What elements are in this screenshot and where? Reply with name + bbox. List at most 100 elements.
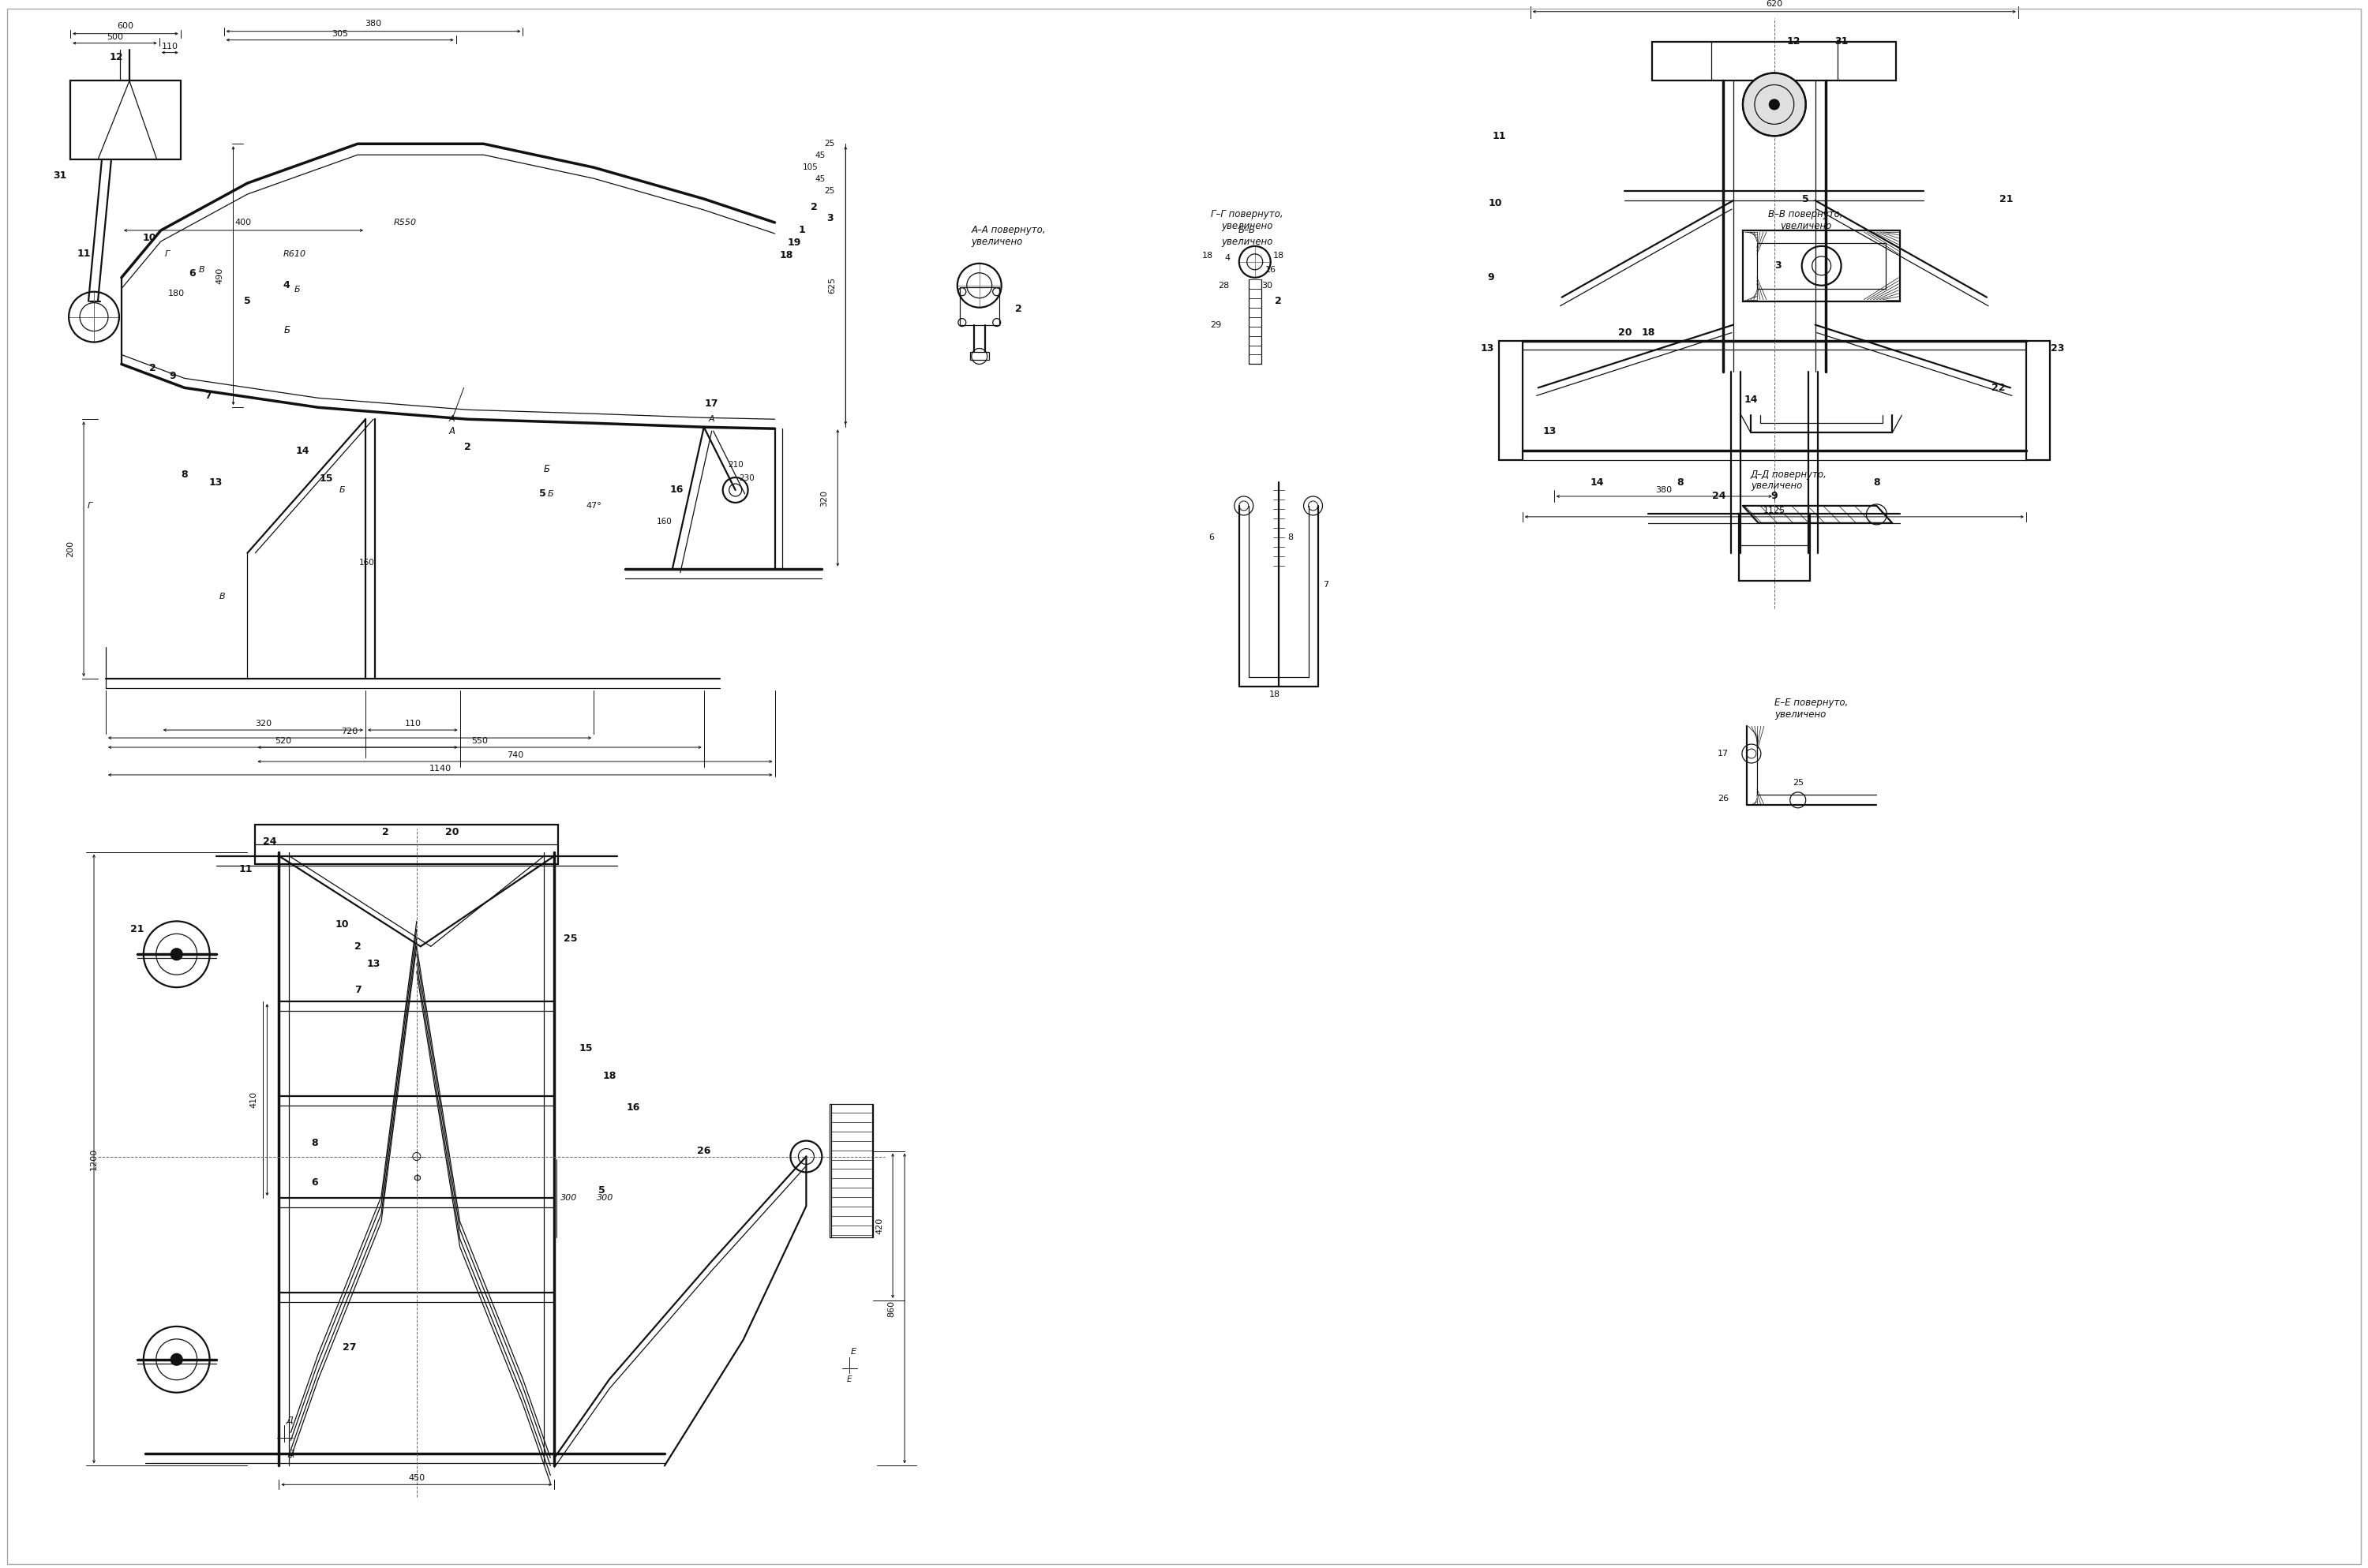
Text: 13: 13 (208, 477, 223, 488)
Text: R550: R550 (393, 218, 417, 226)
Text: 27: 27 (343, 1342, 358, 1353)
Text: 1140: 1140 (429, 765, 452, 773)
Text: 8: 8 (180, 469, 187, 480)
Text: 625: 625 (829, 278, 836, 293)
Text: 200: 200 (66, 541, 73, 557)
Text: 2: 2 (464, 442, 471, 452)
Text: 29: 29 (1210, 321, 1222, 329)
Text: 320: 320 (819, 489, 829, 506)
Text: R610: R610 (284, 249, 305, 257)
Text: В: В (199, 265, 204, 274)
Text: 21: 21 (1999, 194, 2013, 204)
Text: 10: 10 (142, 234, 156, 243)
Text: 3: 3 (826, 213, 834, 224)
Text: 4: 4 (284, 281, 291, 290)
Text: 31: 31 (1835, 36, 1847, 47)
Text: 15: 15 (578, 1044, 592, 1054)
Text: A: A (708, 416, 715, 423)
Text: 22: 22 (1991, 383, 2006, 394)
Text: 30: 30 (1262, 282, 1272, 290)
Text: 8: 8 (1873, 477, 1880, 488)
Text: 380: 380 (1655, 486, 1672, 494)
Text: 28: 28 (1217, 282, 1229, 290)
Text: Б: Б (339, 486, 346, 494)
Text: 380: 380 (365, 19, 381, 27)
Text: 740: 740 (507, 751, 523, 759)
Text: 31: 31 (52, 171, 66, 180)
Text: 180: 180 (168, 290, 185, 298)
Text: 2: 2 (810, 202, 817, 212)
Text: 230: 230 (739, 474, 755, 483)
Text: 4: 4 (1224, 254, 1229, 262)
Text: E: E (850, 1347, 857, 1356)
Text: 18: 18 (779, 251, 793, 260)
Text: 2: 2 (381, 828, 388, 837)
Text: 10: 10 (334, 919, 348, 930)
Text: 1200: 1200 (90, 1148, 97, 1170)
Text: А: А (450, 426, 455, 436)
Text: 305: 305 (332, 30, 348, 38)
Text: Φ: Φ (412, 1173, 422, 1184)
Text: 20: 20 (1617, 328, 1632, 337)
Text: В: В (220, 593, 225, 601)
Text: Д: Д (287, 1450, 294, 1458)
Circle shape (170, 1355, 182, 1366)
Text: 620: 620 (1767, 0, 1783, 8)
Bar (971, 353, 990, 361)
Text: Г–Г повернуто,: Г–Г повернуто, (1210, 210, 1283, 220)
Text: 500: 500 (107, 33, 123, 41)
Text: увеличено: увеличено (1222, 237, 1272, 248)
Text: 26: 26 (1717, 795, 1729, 803)
Text: 320: 320 (256, 720, 272, 728)
Text: 24: 24 (1712, 491, 1726, 502)
Text: увеличено: увеличено (1781, 221, 1830, 232)
Text: 160: 160 (360, 558, 374, 566)
Bar (2027, 340, 2051, 459)
Text: 9: 9 (1771, 491, 1778, 502)
Bar (256, 825, 559, 864)
Text: Е–Е повернуто,: Е–Е повернуто, (1774, 698, 1847, 707)
Text: 25: 25 (1793, 779, 1804, 787)
Text: 2: 2 (1274, 296, 1281, 306)
Text: 16: 16 (670, 485, 684, 495)
Text: 520: 520 (275, 737, 291, 745)
Text: 18: 18 (1203, 251, 1212, 259)
Text: 20: 20 (445, 828, 459, 837)
Text: 18: 18 (1269, 690, 1281, 699)
Text: 6: 6 (189, 268, 197, 279)
Text: E: E (848, 1375, 852, 1383)
Bar (1743, 230, 1899, 301)
Text: 25: 25 (824, 140, 836, 147)
Text: 11: 11 (239, 864, 253, 875)
Text: 19: 19 (789, 238, 800, 248)
Text: 860: 860 (888, 1300, 895, 1317)
Text: 26: 26 (696, 1146, 710, 1156)
Text: 23: 23 (2051, 343, 2065, 353)
Text: Д: Д (287, 1416, 294, 1424)
Text: 10: 10 (1487, 198, 1501, 209)
Text: увеличено: увеличено (1222, 221, 1272, 232)
Text: 410: 410 (249, 1091, 258, 1109)
Text: 9: 9 (1487, 273, 1494, 282)
Text: В–В повернуто,: В–В повернуто, (1769, 210, 1842, 220)
Text: 12: 12 (1788, 36, 1800, 47)
Text: 18: 18 (1641, 328, 1655, 337)
Bar (71, 82, 180, 160)
Text: 2: 2 (1016, 304, 1023, 314)
Bar (1499, 340, 1523, 459)
Text: 17: 17 (1717, 750, 1729, 757)
Text: 16: 16 (625, 1102, 639, 1113)
Text: 24: 24 (263, 837, 277, 847)
Circle shape (1743, 74, 1807, 136)
Text: 3: 3 (1774, 260, 1781, 271)
Text: А: А (450, 416, 455, 423)
Text: 210: 210 (727, 461, 744, 469)
Text: 420: 420 (876, 1217, 883, 1234)
Text: 5: 5 (599, 1185, 606, 1195)
Text: А–А повернуто,: А–А повернуто, (971, 226, 1047, 235)
Text: 18: 18 (601, 1071, 616, 1082)
Text: 105: 105 (803, 163, 817, 171)
Text: 14: 14 (1591, 477, 1603, 488)
Text: Б: Б (294, 285, 301, 293)
Text: 7: 7 (204, 390, 211, 401)
